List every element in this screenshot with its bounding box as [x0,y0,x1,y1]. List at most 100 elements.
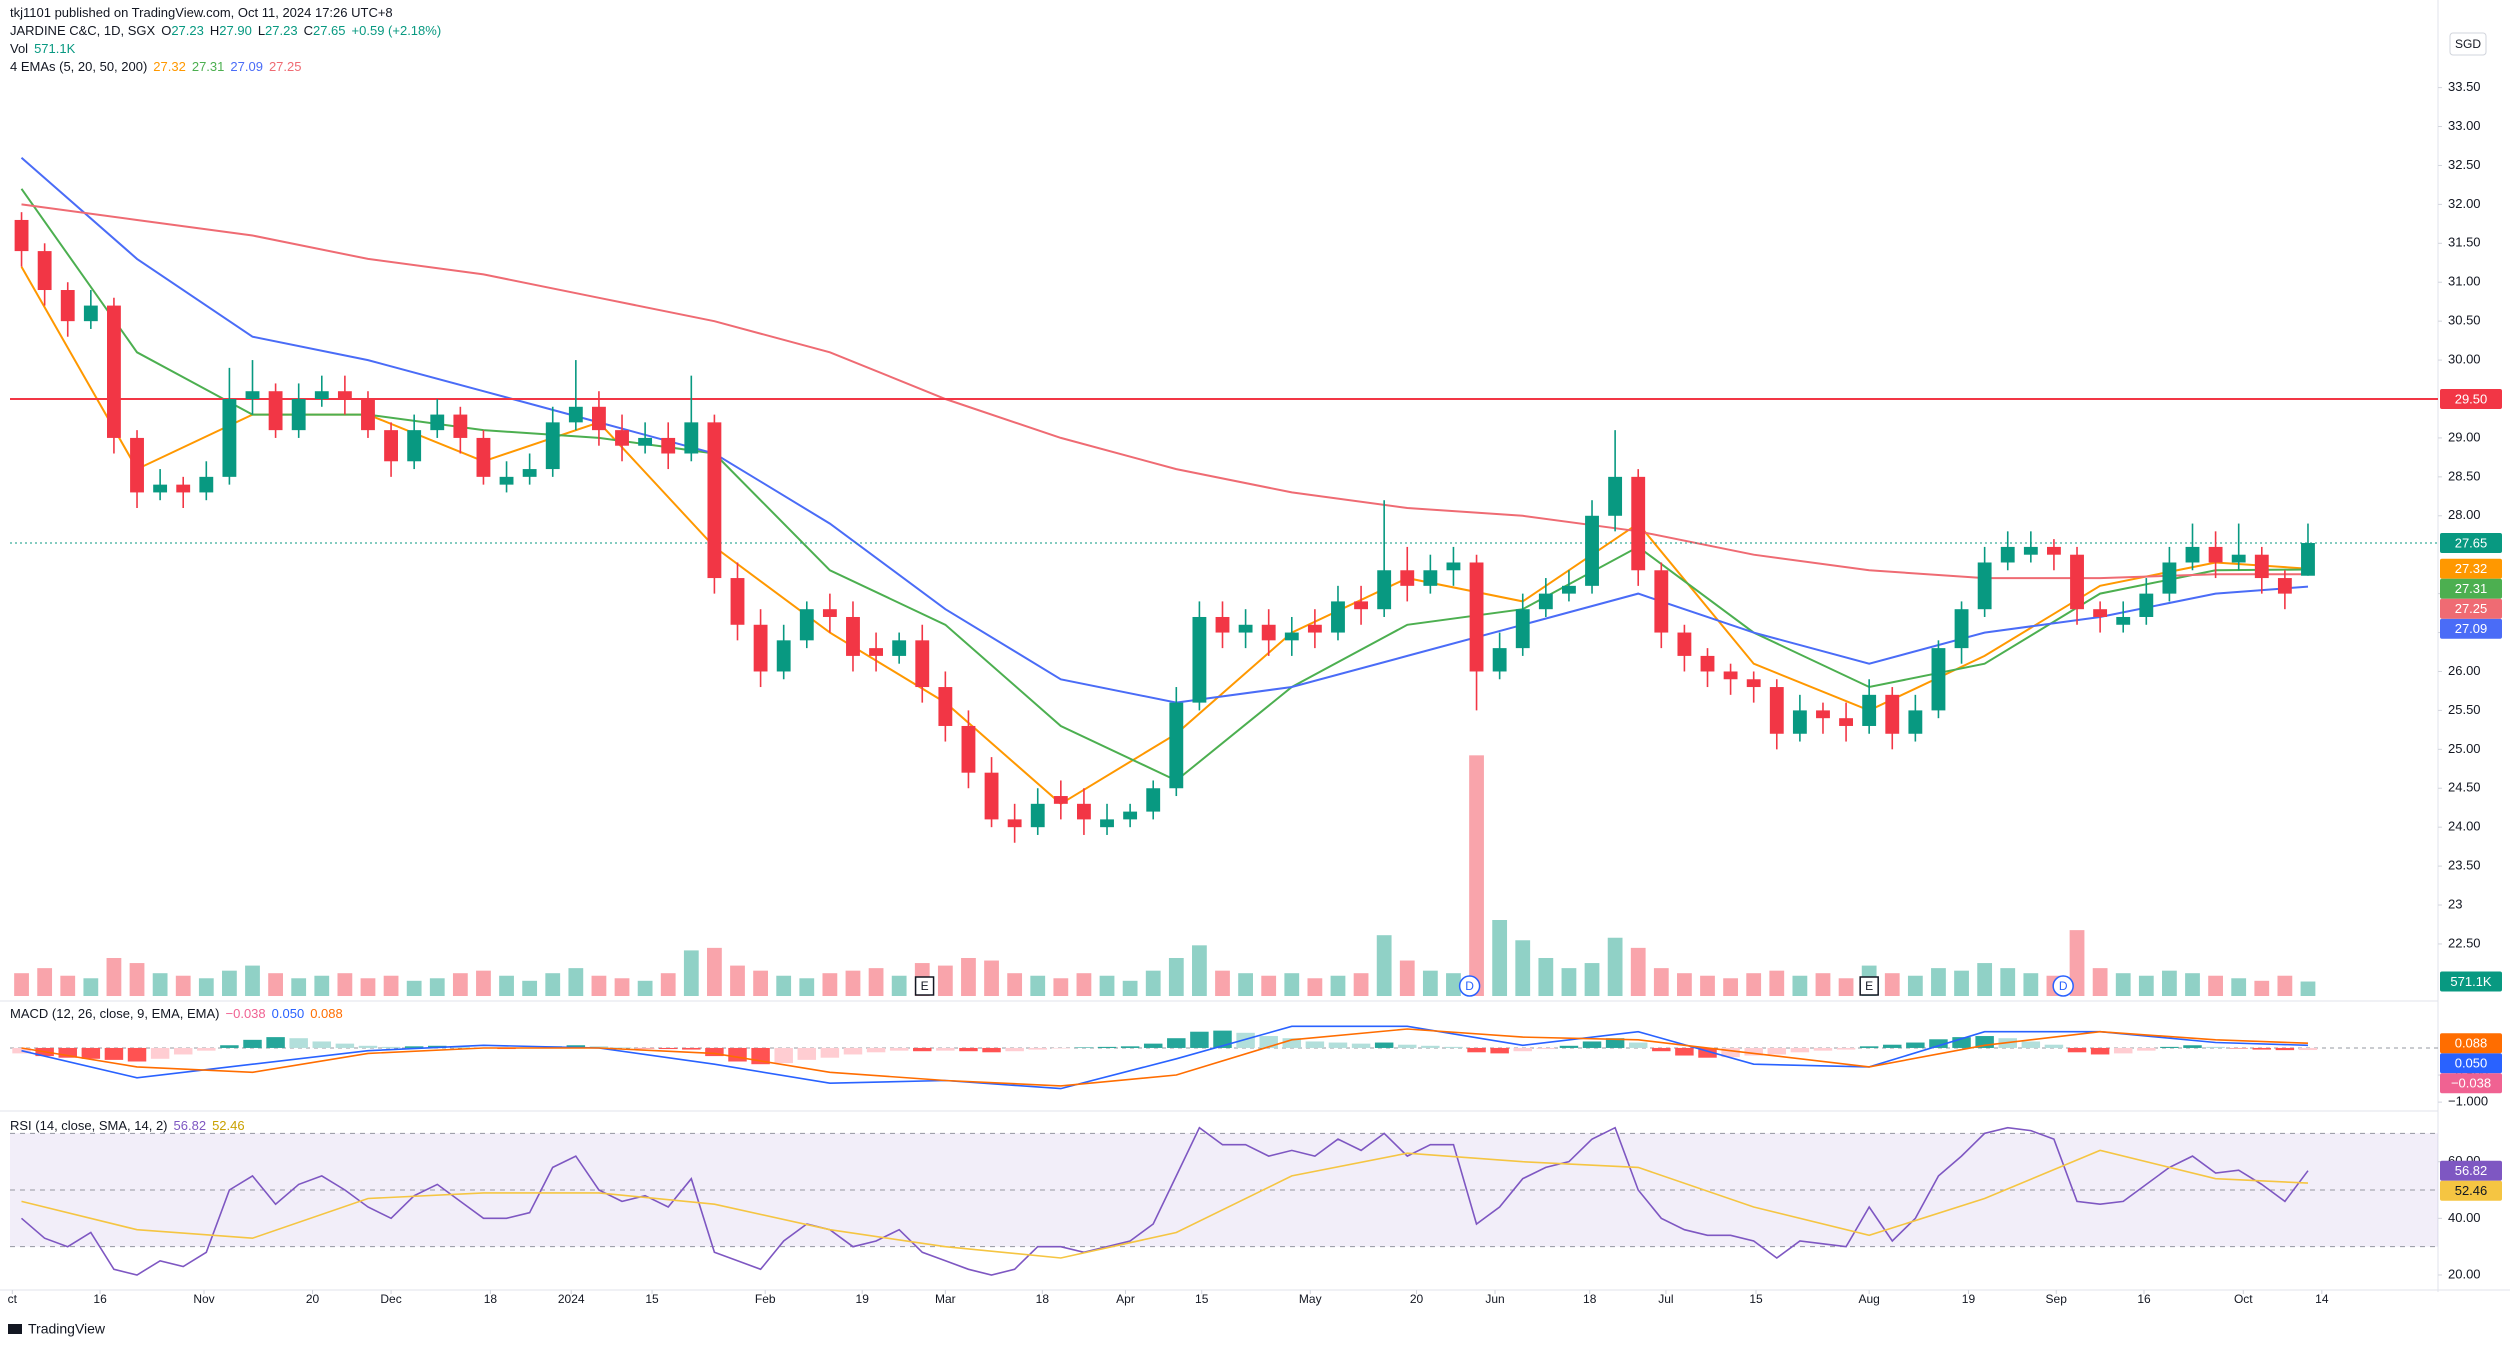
candle-body [1192,616,1207,703]
macd-histogram-bar [1005,1047,1024,1052]
event-marker[interactable]: E [1859,976,1879,996]
x-tick-label: ct [8,1292,18,1306]
x-tick-label: 15 [645,1292,659,1306]
macd-histogram-bar [1813,1047,1833,1051]
macd-histogram-bar [705,1047,724,1057]
ohlc-label: L [257,23,266,38]
candle-body [476,437,491,477]
volume-bar [106,958,122,996]
x-tick-label: 14 [2315,1292,2329,1306]
volume-bar [1030,975,1046,996]
macd-histogram-bar [1952,1037,1971,1048]
volume-bar [1815,973,1831,996]
volume-bar [1838,978,1854,996]
volume-bar [129,963,145,996]
ema-value: 27.25 [268,59,302,74]
volume-bar [2208,975,2223,996]
y-tick-label: 25.50 [2448,702,2481,717]
y-tick-label: 28.50 [2448,468,2481,483]
event-marker[interactable]: D [2052,975,2074,997]
y-tick-label: 23.50 [2448,858,2481,873]
candle-body [2093,609,2108,617]
macd-histogram-bar [1213,1030,1232,1048]
macd-histogram-bar [889,1047,909,1051]
volume-bar [683,950,699,996]
volume-bar [1053,978,1069,996]
volume-bar [1630,947,1646,996]
event-marker[interactable]: D [1458,975,1481,997]
candle-body [1146,788,1161,812]
candle-body [1631,476,1646,571]
macd-histogram-bar [1051,1047,1071,1049]
volume-bar [37,968,53,996]
price-badge [2440,971,2502,992]
change: +0.59 (+2.18%) [351,23,442,38]
macd-histogram-bar [1143,1043,1163,1048]
candle-body [1700,655,1715,672]
volume-bar [1076,973,1092,996]
macd-histogram-bar [1836,1047,1856,1050]
volume-bar [845,970,861,996]
macd-histogram-bar [1906,1042,1925,1048]
macd-histogram-bar [404,1046,424,1048]
volume-bar [152,973,168,996]
macd-histogram-bar [1259,1036,1278,1048]
y-tick-label: 33.50 [2448,79,2481,94]
volume-bar [1007,973,1023,996]
x-tick-label: Dec [380,1292,401,1306]
footer-brand: TradingView [28,1321,106,1337]
volume-name: Vol [10,41,29,56]
price-badge [2440,1160,2502,1181]
candle-body [592,406,606,431]
volume-bar [1561,968,1577,996]
volume-bar [891,975,907,996]
candle-body [1608,476,1623,516]
macd-histogram-bar [1698,1047,1717,1058]
volume-bar [1700,975,1715,996]
y-tick-label: 24.50 [2448,780,2481,795]
volume-bar [14,973,29,996]
price-badge [2440,1180,2502,1201]
rsi-legend: RSI (14, close, SMA, 14, 2) 56.82 52.46 [10,1117,251,1135]
candle-body [1562,585,1576,594]
macd-histogram-bar [150,1047,170,1059]
macd-histogram-bar [982,1047,1001,1053]
macd-histogram-bar [2021,1041,2041,1048]
volume-bar [1099,975,1115,996]
candle-body [245,391,260,400]
candle-body [2047,546,2061,555]
event-marker[interactable]: E [914,976,935,996]
candle-body [1585,515,1599,586]
candle-body [822,609,837,617]
x-tick-label: 20 [1410,1292,1424,1306]
candle-body [1261,624,1276,641]
macd-histogram-bar [1559,1045,1579,1048]
volume-bar [1284,973,1300,996]
currency-box[interactable] [2449,32,2487,56]
volume-bar [1215,970,1230,996]
candle-body [1331,601,1345,633]
candle-body [1123,811,1138,820]
macd-histogram-bar [1790,1047,1810,1053]
macd-histogram-bar [1374,1042,1394,1048]
macd-legend: MACD (12, 26, close, 9, EMA, EMA) −0.038 0… [10,1005,349,1023]
ohlc-value: 27.23 [171,23,204,38]
x-tick-label: 16 [2137,1292,2151,1306]
x-tick-label: Jul [1658,1292,1673,1306]
volume-bar [1238,973,1253,996]
volume-bar [291,978,307,996]
volume-bar [1492,920,1508,996]
price-badge-label: 56.82 [2455,1163,2488,1178]
macd-histogram-bar [1351,1043,1371,1048]
x-tick-label: 20 [306,1292,320,1306]
price-badge-label: 27.31 [2455,581,2488,596]
macd-histogram-bar [58,1047,77,1058]
volume-bar [2138,975,2154,996]
volume-bar [868,968,884,996]
x-tick-label: 18 [1036,1292,1050,1306]
price-badge [2440,578,2502,599]
volume-bar [1330,975,1346,996]
macd-histogram-bar [81,1047,101,1059]
volume-bar [937,965,953,996]
candle-body [499,476,514,485]
